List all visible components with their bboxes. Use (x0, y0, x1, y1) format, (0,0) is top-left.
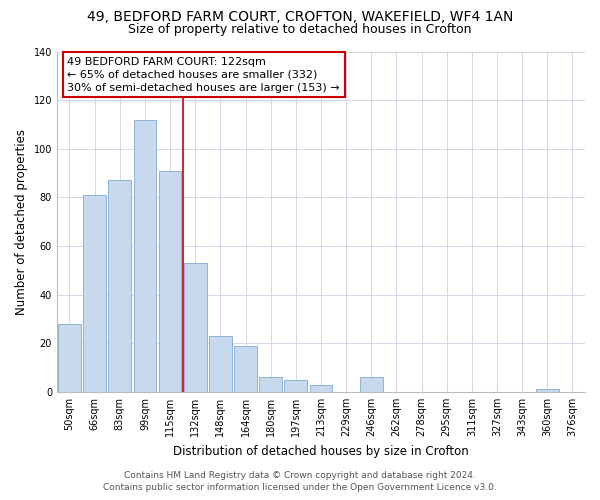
Text: 49, BEDFORD FARM COURT, CROFTON, WAKEFIELD, WF4 1AN: 49, BEDFORD FARM COURT, CROFTON, WAKEFIE… (87, 10, 513, 24)
Bar (284, 380, 307, 392)
Bar (536, 390, 559, 392)
Y-axis label: Number of detached properties: Number of detached properties (15, 128, 28, 314)
Text: 49 BEDFORD FARM COURT: 122sqm
← 65% of detached houses are smaller (332)
30% of : 49 BEDFORD FARM COURT: 122sqm ← 65% of d… (67, 56, 340, 93)
Text: Size of property relative to detached houses in Crofton: Size of property relative to detached ho… (128, 22, 472, 36)
Bar (134, 120, 156, 392)
Bar (83, 195, 106, 392)
Bar (259, 378, 282, 392)
Bar (209, 336, 232, 392)
X-axis label: Distribution of detached houses by size in Crofton: Distribution of detached houses by size … (173, 444, 469, 458)
Bar (184, 263, 206, 392)
Text: Contains HM Land Registry data © Crown copyright and database right 2024.
Contai: Contains HM Land Registry data © Crown c… (103, 471, 497, 492)
Bar (360, 378, 383, 392)
Bar (58, 324, 81, 392)
Bar (310, 384, 332, 392)
Bar (159, 170, 181, 392)
Bar (234, 346, 257, 392)
Bar (109, 180, 131, 392)
